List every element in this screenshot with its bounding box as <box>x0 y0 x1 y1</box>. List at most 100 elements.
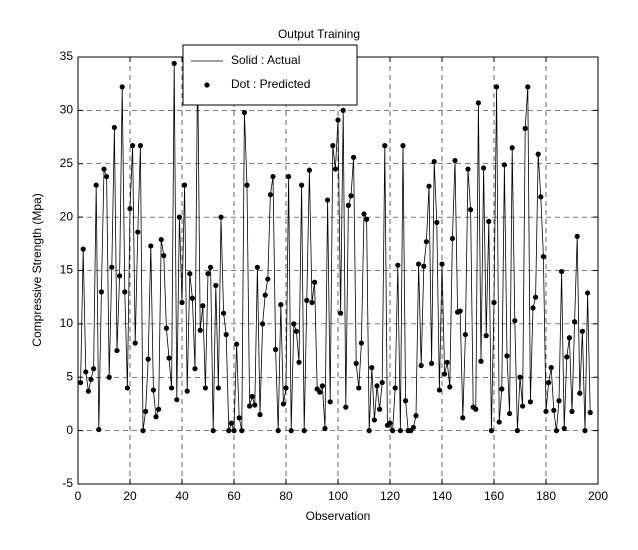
predicted-dot <box>351 154 357 160</box>
legend-box <box>182 44 358 106</box>
predicted-dot <box>265 276 271 282</box>
predicted-dot <box>429 360 435 366</box>
predicted-dot <box>306 167 312 173</box>
predicted-dot <box>231 428 237 434</box>
predicted-dot <box>124 385 130 391</box>
predicted-dot <box>418 362 424 369</box>
predicted-dot <box>241 109 247 116</box>
predicted-dot <box>364 216 370 222</box>
predicted-dot <box>504 353 510 359</box>
predicted-dot <box>548 365 554 371</box>
predicted-dot <box>579 328 586 334</box>
x-tick-label: 20 <box>123 489 137 503</box>
predicted-dot <box>535 151 541 157</box>
predicted-dot <box>426 183 432 189</box>
predicted-dot <box>564 354 570 360</box>
predicted-dot <box>322 425 328 432</box>
x-axis-label: Observation <box>306 509 371 523</box>
predicted-dot <box>319 383 325 389</box>
predicted-dot <box>88 376 94 382</box>
predicted-dot <box>184 388 190 394</box>
predicted-dot <box>462 331 468 338</box>
predicted-dot <box>163 325 169 331</box>
predicted-dot <box>444 359 450 365</box>
predicted-dot <box>499 386 505 392</box>
predicted-dot <box>538 194 544 200</box>
predicted-dot <box>577 390 583 396</box>
predicted-dot <box>200 303 206 309</box>
predicted-dot <box>356 385 362 391</box>
predicted-dot <box>179 299 185 306</box>
predicted-dot <box>189 295 195 301</box>
legend-dot <box>204 82 210 88</box>
predicted-dot <box>161 252 167 259</box>
predicted-dot <box>353 360 359 366</box>
predicted-dot <box>254 264 260 270</box>
predicted-dot <box>143 408 149 415</box>
predicted-dot <box>301 428 307 434</box>
predicted-dot <box>192 366 198 372</box>
y-tick-label: 35 <box>60 49 74 63</box>
predicted-dot <box>312 279 318 285</box>
predicted-dot <box>270 173 276 180</box>
predicted-dot <box>543 408 549 415</box>
predicted-dot <box>460 415 466 421</box>
predicted-dot <box>416 261 422 267</box>
predicted-dot <box>208 264 214 270</box>
predicted-dot <box>122 289 128 295</box>
y-tick-label: 0 <box>66 423 73 437</box>
predicted-dot <box>434 219 440 226</box>
predicted-dot <box>91 366 97 372</box>
predicted-dot <box>553 428 560 434</box>
predicted-dot <box>457 308 463 314</box>
predicted-dot <box>293 328 299 334</box>
predicted-dot <box>286 173 292 180</box>
predicted-dot <box>442 371 448 377</box>
predicted-dot <box>447 384 453 390</box>
predicted-dot <box>483 333 489 339</box>
predicted-dot <box>80 246 86 252</box>
predicted-dot <box>221 310 227 316</box>
y-tick-label: 5 <box>66 369 73 383</box>
x-tick-label: 60 <box>227 489 241 503</box>
legend-label: Dot : Predicted <box>231 77 310 91</box>
predicted-dot <box>486 218 492 224</box>
predicted-dot <box>436 387 442 393</box>
predicted-dot <box>309 299 315 306</box>
predicted-dot <box>488 428 494 434</box>
predicted-dot <box>452 157 458 164</box>
predicted-dot <box>465 166 471 172</box>
chart-title: Output Training <box>278 27 360 41</box>
predicted-dot <box>278 302 284 308</box>
predicted-dot <box>390 428 396 434</box>
predicted-dot <box>114 347 120 354</box>
predicted-dot <box>304 297 310 303</box>
predicted-dot <box>249 393 255 400</box>
predicted-dot <box>325 197 331 203</box>
predicted-dot <box>202 385 208 391</box>
predicted-dot <box>527 399 534 405</box>
predicted-dot <box>280 401 286 407</box>
predicted-dot <box>267 192 273 198</box>
predicted-dot <box>382 143 388 149</box>
predicted-dot <box>559 268 565 275</box>
legend-label: Solid : Actual <box>231 53 300 67</box>
x-tick-label: 180 <box>536 489 556 503</box>
predicted-dot <box>512 318 518 324</box>
predicted-dot <box>106 374 112 380</box>
predicted-dot <box>582 428 588 434</box>
predicted-dot <box>171 60 177 67</box>
predicted-dot <box>366 428 372 434</box>
predicted-dot <box>140 428 146 434</box>
x-tick-label: 100 <box>328 489 348 503</box>
predicted-dot <box>423 239 429 245</box>
predicted-dot <box>468 207 474 213</box>
predicted-dot <box>397 428 403 434</box>
predicted-dot <box>187 271 193 277</box>
predicted-dot <box>93 182 99 188</box>
predicted-dot <box>145 356 151 362</box>
predicted-dot <box>338 310 344 316</box>
predicted-dot <box>546 379 552 386</box>
predicted-dot <box>413 413 419 419</box>
